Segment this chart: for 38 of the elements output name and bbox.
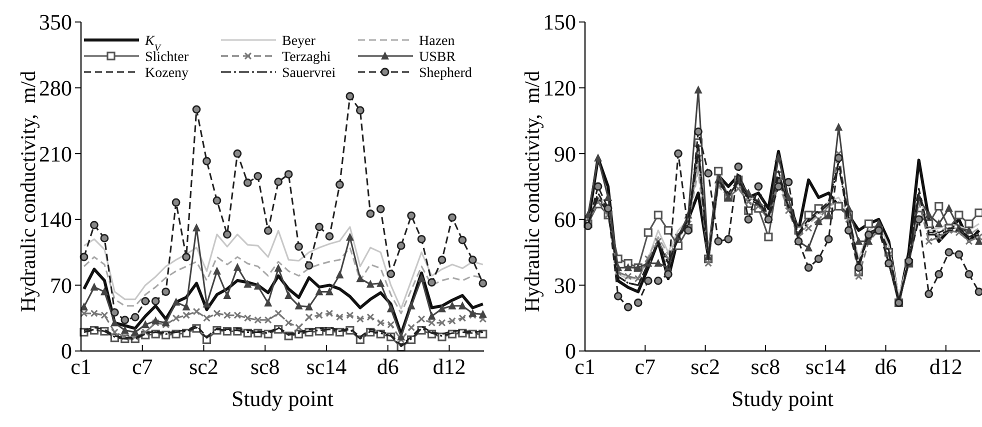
y-tick-label: 120 bbox=[543, 76, 576, 100]
y-tick-label: 0 bbox=[61, 338, 72, 364]
x-tick-label: d6 bbox=[874, 354, 897, 379]
y-tick-label: 60 bbox=[554, 207, 576, 232]
legend-label: Terzaghi bbox=[282, 50, 331, 65]
x-axis-title: Study point bbox=[731, 386, 834, 411]
y-tick-label: 90 bbox=[554, 141, 576, 166]
y-tick-label: 280 bbox=[39, 76, 72, 100]
y-axis-title: Hydraulic conductivity, m/d bbox=[520, 70, 544, 312]
y-tick-label: 140 bbox=[39, 207, 72, 232]
x-tick-label: c7 bbox=[634, 354, 656, 379]
x-tick-label: sc8 bbox=[750, 354, 780, 379]
x-tick-label: sc14 bbox=[306, 354, 347, 379]
x-tick-label: c7 bbox=[132, 354, 153, 379]
x-tick-label: c1 bbox=[70, 354, 92, 379]
legend-label: Sauervrei bbox=[282, 66, 336, 81]
y-axis-title: Hydraulic conductivity, m/d bbox=[16, 70, 40, 312]
x-axis-title: Study point bbox=[231, 386, 334, 411]
y-tick-label: 350 bbox=[39, 10, 72, 35]
x-tick-label: sc8 bbox=[250, 354, 280, 379]
legend-label: Kozeny bbox=[145, 66, 189, 81]
x-tick-label: d12 bbox=[929, 354, 962, 379]
y-tick-label: 30 bbox=[554, 272, 576, 298]
x-tick-label: d12 bbox=[432, 354, 466, 379]
x-tick-label: sc2 bbox=[690, 354, 720, 379]
x-tick-label: d6 bbox=[376, 354, 399, 379]
y-tick-label: 150 bbox=[543, 10, 576, 35]
legend-label: Hazen bbox=[419, 34, 455, 49]
y-tick-label: 70 bbox=[50, 272, 72, 298]
x-tick-label: c1 bbox=[574, 354, 596, 379]
x-tick-label: sc14 bbox=[805, 354, 846, 379]
legend-label: Beyer bbox=[282, 34, 316, 49]
legend-label: Slichter bbox=[145, 50, 189, 65]
x-tick-label: sc2 bbox=[189, 354, 218, 379]
legend-label: USBR bbox=[419, 50, 456, 65]
y-tick-label: 210 bbox=[39, 141, 72, 166]
legend-label: Shepherd bbox=[419, 66, 472, 81]
y-tick-label: 0 bbox=[565, 338, 576, 364]
